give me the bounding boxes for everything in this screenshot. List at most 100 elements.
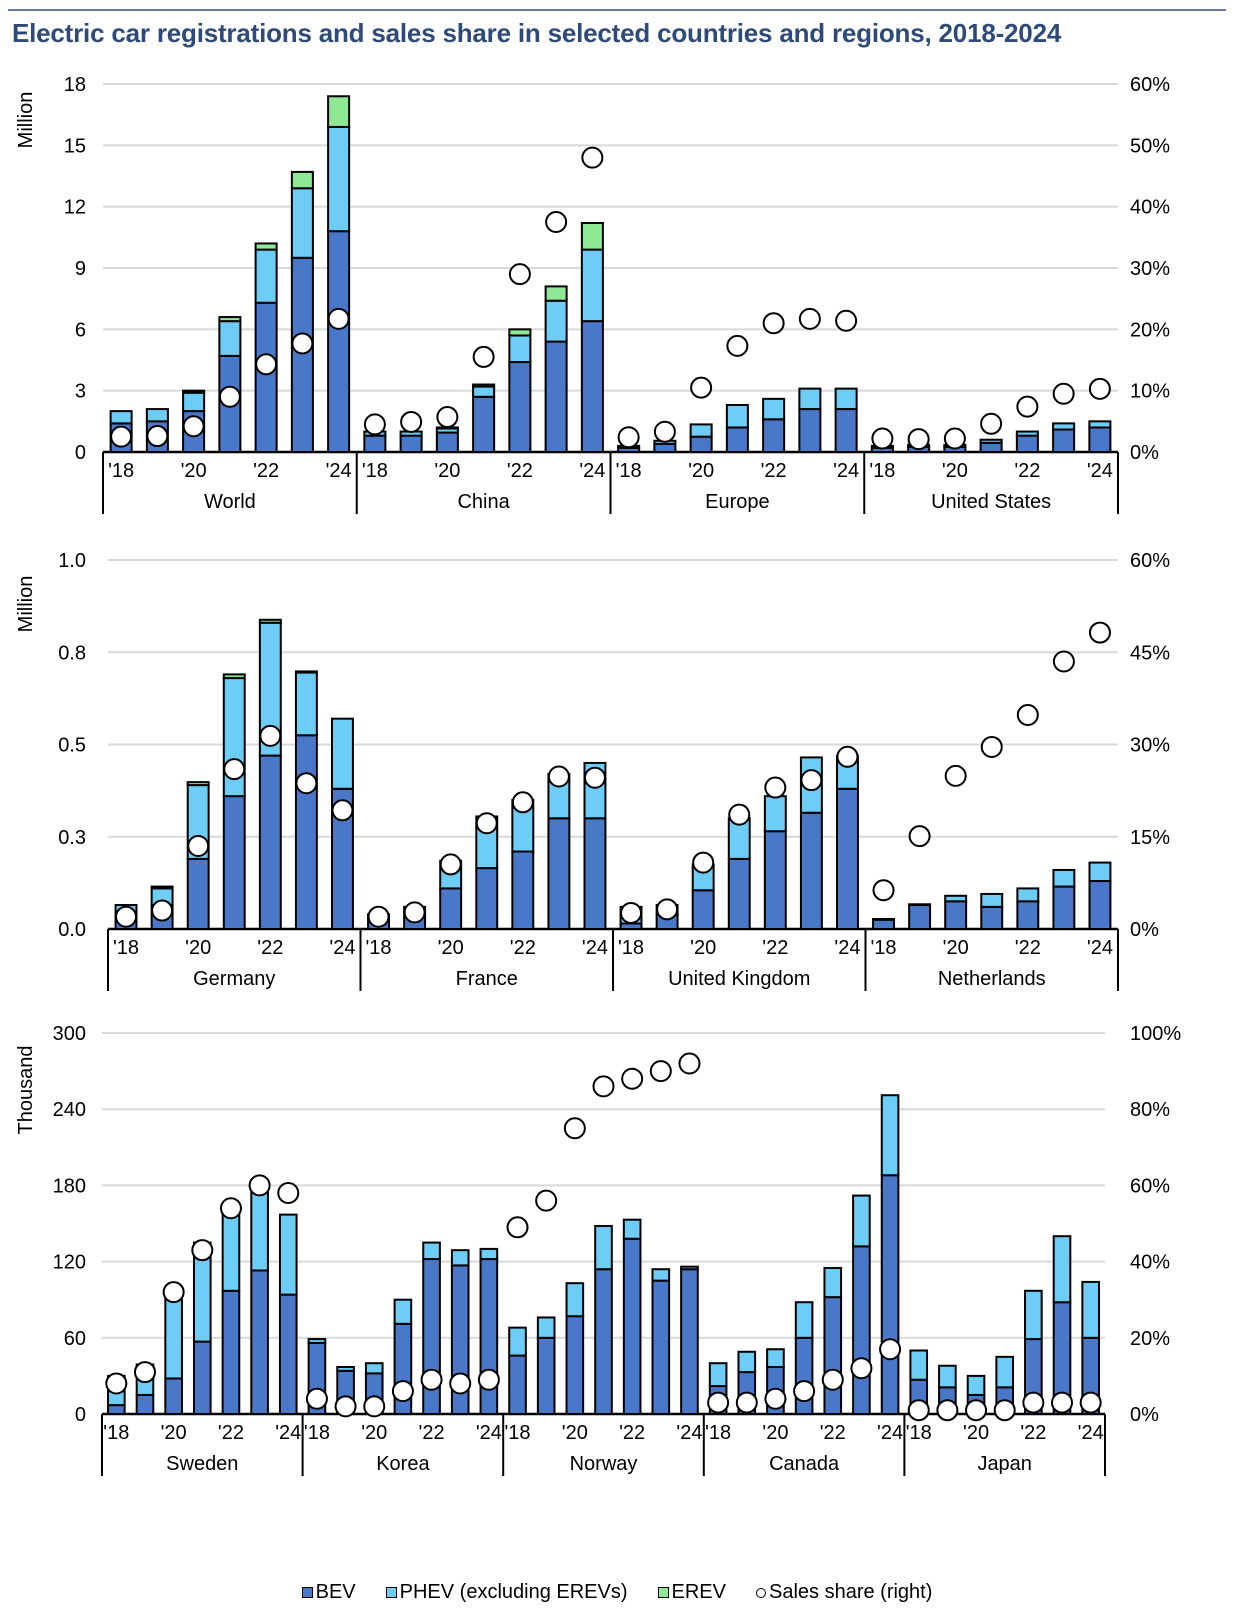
erev-bar-segment xyxy=(254,242,278,251)
sales-share-marker xyxy=(836,745,859,768)
sales-share-marker xyxy=(151,899,174,922)
sales-share-marker xyxy=(690,376,713,399)
bev-bar-segment xyxy=(834,408,858,454)
bev-bar-segment xyxy=(511,850,535,931)
bev-bar-segment xyxy=(622,1237,642,1415)
y-tick-label: 0.5 xyxy=(58,735,86,757)
sales-share-marker xyxy=(793,1380,816,1403)
bev-bar-segment xyxy=(763,830,787,931)
phev-bar-segment xyxy=(1088,420,1112,429)
sales-share-marker xyxy=(678,1052,701,1075)
bev-bar-segment xyxy=(294,734,318,931)
sales-share-marker xyxy=(592,1075,615,1098)
y2-tick-label: 45% xyxy=(1130,642,1170,664)
bev-bar-segment xyxy=(422,1258,441,1416)
group-label: United Kingdom xyxy=(668,968,810,990)
bev-bar-segment xyxy=(823,1296,843,1416)
y-tick-label: 1.0 xyxy=(58,550,86,572)
bev-bar-segment xyxy=(439,887,463,930)
phev-bar-segment xyxy=(651,1268,671,1282)
chart-canvas: 0 3 6 9 12 15 18 0% 10% 20% 30% 40% 50% 60% Million Wor… xyxy=(15,74,1181,1476)
y2-tick-label: 30% xyxy=(1130,735,1170,757)
sales-share-marker xyxy=(835,309,858,332)
sales-share-marker xyxy=(726,334,749,357)
phev-bar-segment xyxy=(966,1374,986,1396)
y-tick-label: 3 xyxy=(75,381,86,403)
x-tick-label: '24 xyxy=(1087,937,1113,959)
phev-bar-segment xyxy=(294,671,318,737)
y-tick-label: 300 xyxy=(53,1023,86,1045)
bev-bar-segment xyxy=(472,395,496,453)
y-tick-label: 18 xyxy=(64,74,86,96)
sales-share-marker xyxy=(1051,1391,1074,1414)
bev-bar-segment xyxy=(689,435,713,453)
x-tick-label: '24 xyxy=(579,460,605,482)
x-tick-label: '22 xyxy=(510,937,536,959)
sales-share-marker xyxy=(403,901,426,924)
sales-share-marker xyxy=(367,905,390,928)
x-tick-label: '18 xyxy=(705,1422,731,1444)
bev-swatch-icon xyxy=(301,1587,313,1598)
sales-share-marker xyxy=(223,758,246,781)
x-tick-label: '24 xyxy=(1087,460,1113,482)
sales-share-marker xyxy=(547,765,570,788)
y-axis-title: Million xyxy=(15,576,37,633)
sales-share-marker xyxy=(391,1380,414,1403)
bev-bar-segment xyxy=(278,1293,298,1415)
sales-share-marker xyxy=(980,412,1003,435)
phev-bar-segment xyxy=(834,387,858,411)
bev-bar-segment xyxy=(798,408,822,454)
y-tick-label: 15 xyxy=(64,135,86,157)
bev-bar-segment xyxy=(1015,434,1039,453)
phev-bar-segment xyxy=(336,1366,355,1372)
group-label: France xyxy=(456,968,518,990)
sales-share-marker xyxy=(133,1361,156,1384)
y2-tick-label: 60% xyxy=(1130,74,1170,96)
phev-bar-segment xyxy=(1052,422,1076,431)
phev-bar-segment xyxy=(979,438,1003,444)
sales-share-marker xyxy=(656,898,679,921)
x-tick-label: '24 xyxy=(833,460,859,482)
x-tick-label: '18 xyxy=(869,460,895,482)
sales-share-marker xyxy=(707,1391,730,1414)
sales-share-marker xyxy=(764,776,787,799)
x-tick-label: '20 xyxy=(690,937,716,959)
y2-tick-label: 20% xyxy=(1130,1328,1170,1350)
sales-share-marker xyxy=(363,413,386,436)
circle-marker-icon xyxy=(755,1587,766,1598)
y-tick-label: 0 xyxy=(75,1404,86,1426)
x-tick-label: '20 xyxy=(438,937,464,959)
x-tick-label: '22 xyxy=(419,1422,445,1444)
sales-share-marker xyxy=(563,1117,586,1140)
y-tick-label: 240 xyxy=(53,1099,86,1121)
phev-bar-segment xyxy=(798,387,822,411)
bev-bar-segment xyxy=(908,904,932,931)
group-label: Japan xyxy=(977,1453,1032,1475)
sales-share-marker xyxy=(850,1357,873,1380)
erev-bar-segment xyxy=(186,781,210,787)
sales-share-marker xyxy=(545,211,568,233)
phev-bar-segment xyxy=(1015,430,1039,437)
sales-share-marker xyxy=(277,1182,300,1205)
x-tick-label: '24 xyxy=(1078,1422,1104,1444)
bev-bar-segment xyxy=(1016,900,1040,931)
sales-share-marker xyxy=(821,1368,844,1391)
bev-bar-segment xyxy=(290,256,314,453)
bev-bar-segment xyxy=(107,1404,126,1415)
bev-bar-segment xyxy=(725,426,749,454)
bev-bar-segment xyxy=(651,1279,671,1416)
x-tick-label: '22 xyxy=(820,1422,846,1444)
x-tick-label: '24 xyxy=(877,1422,903,1444)
sales-share-marker xyxy=(291,332,314,355)
bev-bar-segment xyxy=(594,1268,613,1415)
erev-bar-segment xyxy=(580,222,604,251)
sales-share-marker xyxy=(620,902,643,925)
x-tick-label: '22 xyxy=(1015,937,1041,959)
erev-bar-segment xyxy=(218,316,242,323)
phev-bar-segment xyxy=(872,918,895,921)
sales-share-marker xyxy=(475,812,498,835)
sales-share-marker xyxy=(798,307,821,330)
bev-bar-segment xyxy=(836,787,859,931)
bev-bar-segment xyxy=(258,754,282,930)
sales-share-marker xyxy=(472,345,495,368)
